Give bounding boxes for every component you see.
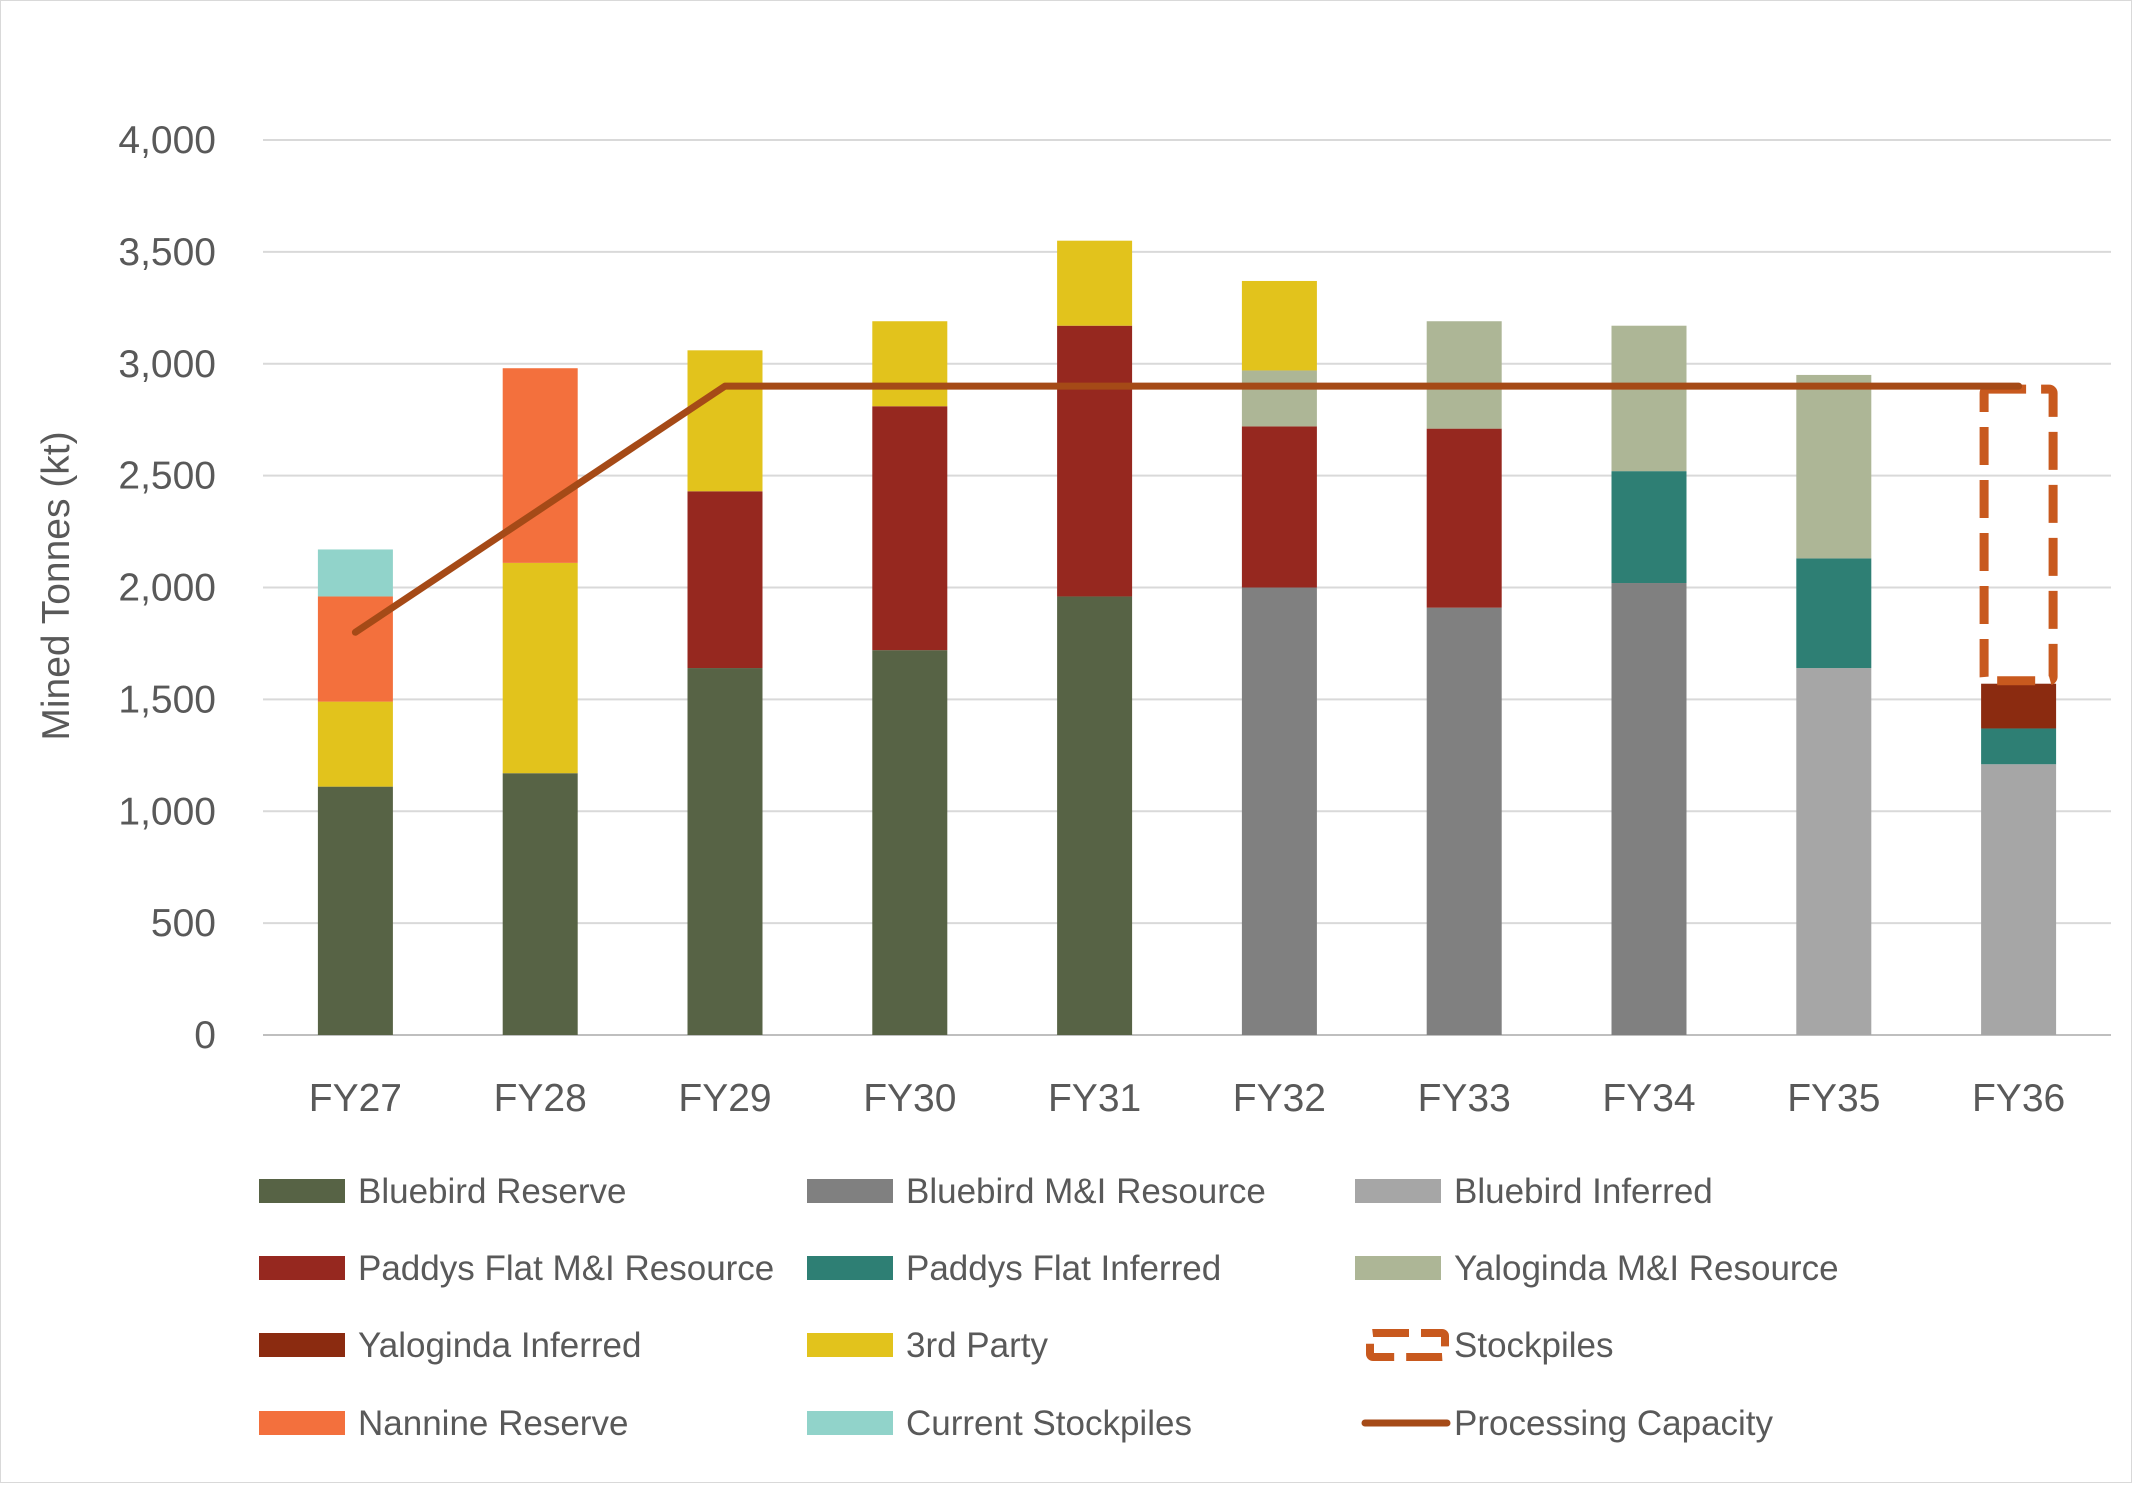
x-tick-label: FY31: [1048, 1077, 1141, 1120]
bar-segment: [1426, 428, 1502, 608]
y-tick-label: 2,500: [118, 455, 216, 498]
y-tick-label: 3,000: [118, 343, 216, 386]
legend-swatch: [259, 1179, 345, 1203]
legend-label: Processing Capacity: [1454, 1404, 1774, 1443]
bar-segment: [1611, 471, 1687, 584]
bar-segment: [687, 491, 763, 669]
bar-segment: [502, 562, 578, 774]
processing-capacity-line-group: [351, 382, 2023, 636]
bar-segment: [1426, 607, 1502, 1035]
x-tick-label: FY29: [678, 1077, 771, 1120]
bar-segment: [1426, 321, 1502, 429]
bar-segment: [1057, 596, 1133, 1035]
legend-label: Yaloginda M&I Resource: [1454, 1249, 1839, 1288]
bar-segment: [1241, 426, 1317, 588]
y-axis-title: Mined Tonnes (kt): [35, 431, 78, 740]
bar-segment: [1241, 280, 1317, 371]
legend-swatch: [1355, 1256, 1441, 1280]
x-tick-label: FY32: [1233, 1077, 1326, 1120]
legend-swatch: [807, 1256, 893, 1280]
bar-segment: [687, 668, 763, 1035]
x-tick-label: FY27: [309, 1077, 402, 1120]
bar-segment: [1241, 370, 1317, 427]
legend-label: Paddys Flat Inferred: [906, 1249, 1221, 1288]
x-tick-label: FY33: [1418, 1077, 1511, 1120]
bar-segment: [502, 773, 578, 1035]
legend-label: Bluebird M&I Resource: [906, 1172, 1266, 1211]
legend-label: Stockpiles: [1454, 1326, 1614, 1365]
x-tick-label: FY34: [1602, 1077, 1695, 1120]
bar-segment: [1981, 728, 2057, 765]
legend-label: Bluebird Inferred: [1454, 1172, 1713, 1211]
bar-segment: [687, 350, 763, 492]
legend-label: Bluebird Reserve: [358, 1172, 626, 1211]
legend-label: Yaloginda Inferred: [358, 1326, 641, 1365]
bar-segment: [1611, 583, 1687, 1035]
legend-label: Nannine Reserve: [358, 1404, 628, 1443]
legend-swatch: [1355, 1179, 1441, 1203]
bar-segment: [317, 549, 393, 597]
legend-swatch: [259, 1333, 345, 1357]
processing-capacity-line: [351, 382, 2023, 636]
legend-swatch: [807, 1411, 893, 1435]
x-tick-label: FY36: [1972, 1077, 2065, 1120]
y-tick-label: 0: [194, 1014, 216, 1057]
y-tick-label: 1,500: [118, 678, 216, 721]
bar-segment: [1981, 764, 2057, 1035]
x-tick-label: FY30: [863, 1077, 956, 1120]
legend-label: Current Stockpiles: [906, 1404, 1192, 1443]
legend-swatch: [259, 1256, 345, 1280]
legend-swatch: [259, 1411, 345, 1435]
legend-label: Paddys Flat M&I Resource: [358, 1249, 774, 1288]
bar-segment: [317, 786, 393, 1035]
y-tick-label: 1,000: [118, 790, 216, 833]
bar-segment: [1057, 240, 1133, 326]
legend: Bluebird Reserve Bluebird M&I Resource Blu…: [259, 1172, 1839, 1443]
bar-segment: [1241, 587, 1317, 1035]
bar-segment: [1611, 325, 1687, 472]
legend-swatch: [807, 1333, 893, 1357]
bar-segment: [1796, 374, 1872, 559]
y-tick-label: 3,500: [118, 231, 216, 274]
bar-segment: [872, 406, 948, 651]
legend-swatch: [1366, 1329, 1449, 1361]
y-axis-tick-labels: 0 500 1,000 1,500 2,000 2,500 3,000 3,500 4,000: [118, 119, 216, 1057]
bar-segment: [1796, 668, 1872, 1035]
legend-label: 3rd Party: [906, 1326, 1048, 1365]
legend-swatch: [807, 1179, 893, 1203]
y-tick-label: 2,000: [118, 567, 216, 610]
y-tick-label: 4,000: [118, 119, 216, 162]
bar-segment: [502, 368, 578, 563]
bar-segment-stockpiles: [1979, 384, 2058, 686]
bar-segment: [1057, 325, 1133, 597]
bar-segment: [872, 321, 948, 407]
y-tick-label: 500: [151, 902, 216, 945]
x-tick-label: FY35: [1787, 1077, 1880, 1120]
bar-segment: [1981, 683, 2057, 729]
bar-segment: [317, 701, 393, 787]
x-axis-tick-labels: FY27 FY28 FY29 FY30 FY31 FY32 FY33 FY34 FY35 FY36: [309, 1077, 2065, 1120]
bars: [317, 240, 2058, 1035]
x-tick-label: FY28: [494, 1077, 587, 1120]
bar-segment: [872, 650, 948, 1035]
bar-segment: [1796, 558, 1872, 669]
